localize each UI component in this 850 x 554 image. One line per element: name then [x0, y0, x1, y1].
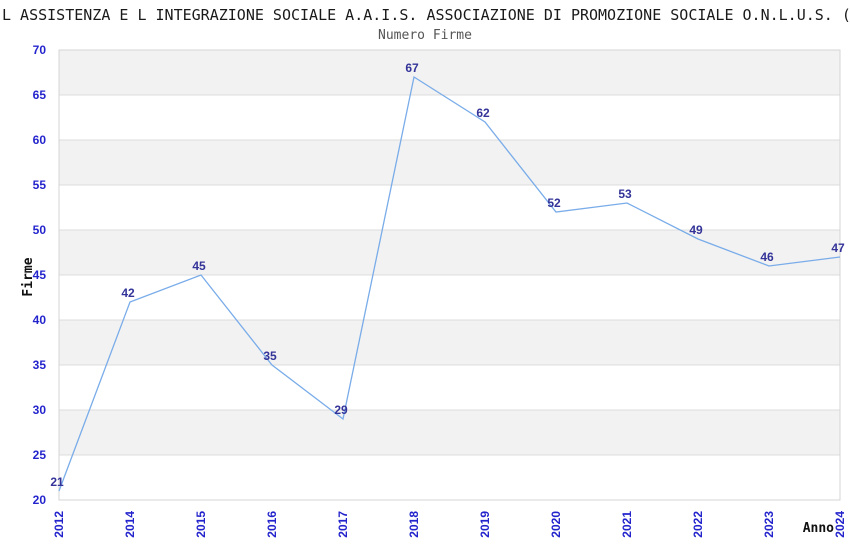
plot-band [59, 455, 840, 500]
data-point-label: 53 [618, 187, 632, 201]
plot-band [59, 410, 840, 455]
plot-band [59, 95, 840, 140]
data-line [58, 75, 841, 492]
y-tick-label: 70 [33, 43, 47, 57]
y-axis-tick-labels: 70 65 60 55 50 45 40 35 30 25 20 [33, 43, 47, 507]
plot-band [59, 320, 840, 365]
background-bands [59, 50, 840, 500]
y-tick-label: 30 [33, 403, 47, 417]
x-tick-label: 2016 [265, 511, 279, 538]
x-tick-label: 2014 [123, 511, 137, 538]
y-tick-label: 60 [33, 133, 47, 147]
x-tick-label: 2023 [762, 511, 776, 538]
plot-border [58, 49, 841, 501]
data-point-label: 29 [334, 403, 348, 417]
data-point-label: 42 [121, 286, 135, 300]
plot-band [59, 365, 840, 410]
y-axis-title: Firme [21, 257, 36, 296]
plot-band [59, 50, 840, 95]
x-axis-tick-labels: 2012 2014 2015 2016 2017 2018 2019 2020 2021 2022… [52, 511, 847, 538]
y-tick-label: 40 [33, 313, 47, 327]
y-tick-label: 35 [33, 358, 47, 372]
x-tick-label: 2019 [478, 511, 492, 538]
x-tick-label: 2021 [620, 511, 634, 538]
x-tick-label: 2012 [52, 511, 66, 538]
x-tick-label: 2018 [407, 511, 421, 538]
chart-title: L ASSISTENZA E L INTEGRAZIONE SOCIALE A.… [2, 6, 850, 24]
plot-band [59, 275, 840, 320]
data-point-label: 45 [192, 259, 206, 273]
plot-band [59, 230, 840, 275]
x-tick-label: 2017 [336, 511, 350, 538]
data-point-label: 21 [50, 475, 64, 489]
y-tick-label: 25 [33, 448, 47, 462]
y-tick-label: 65 [33, 88, 47, 102]
x-axis-title: Anno [803, 521, 834, 536]
data-point-label: 49 [689, 223, 703, 237]
data-point-label: 46 [760, 250, 774, 264]
x-tick-label: 2024 [833, 511, 847, 538]
data-point-label: 67 [405, 61, 419, 75]
data-point-labels: 21 42 45 35 29 67 62 52 53 49 46 47 [50, 61, 845, 489]
data-point-label: 62 [476, 106, 490, 120]
data-point-label: 52 [547, 196, 561, 210]
data-point-label: 47 [831, 241, 845, 255]
y-tick-label: 45 [33, 268, 47, 282]
chart-subtitle: Numero Firme [378, 28, 472, 43]
plot-band [59, 140, 840, 185]
x-tick-label: 2022 [691, 511, 705, 538]
y-tick-label: 55 [33, 178, 47, 192]
y-tick-label: 50 [33, 223, 47, 237]
x-tick-label: 2015 [194, 511, 208, 538]
data-point-label: 35 [263, 349, 277, 363]
x-tick-label: 2020 [549, 511, 563, 538]
plot-band [59, 185, 840, 230]
y-tick-label: 20 [33, 493, 47, 507]
